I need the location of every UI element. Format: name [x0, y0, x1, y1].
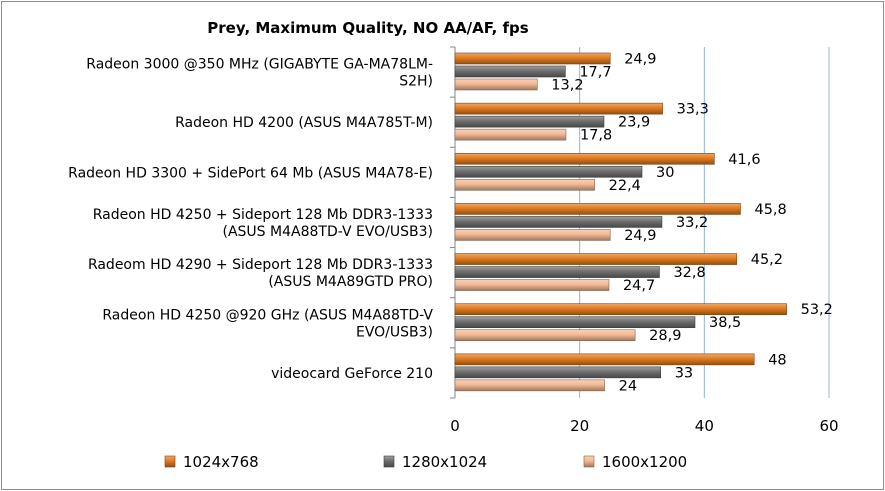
data-label: 28,9 [649, 328, 681, 344]
category-label: Radeon HD 4200 (ASUS M4A785T-M) [175, 115, 433, 131]
data-label: 53,2 [801, 302, 833, 318]
bar-1600x1200-4 [454, 229, 611, 241]
category-label: S2H) [399, 74, 433, 90]
legend-label: 1024x768 [183, 453, 259, 471]
data-label: 17,8 [580, 128, 612, 144]
bar-1600x1200-1 [454, 78, 538, 91]
legend: 1024x768 1280x1024 1600x1200 [164, 453, 687, 471]
data-label: 32,8 [673, 265, 705, 281]
bar-1280x1024-4 [454, 216, 663, 228]
data-label: 41,6 [728, 152, 760, 168]
category-label: Radeon HD 4250 + Sideport 128 Mb DDR3-13… [93, 207, 433, 223]
legend-label: 1280x1024 [402, 453, 487, 471]
x-tick-label: 40 [695, 417, 714, 435]
x-tick-label: 20 [570, 417, 589, 435]
data-label: 30 [656, 165, 674, 181]
bar-1280x1024-6 [454, 316, 696, 329]
legend-item-1280x1024: 1280x1024 [383, 453, 487, 471]
bar-1280x1024-7 [454, 366, 661, 379]
data-label: 22,4 [609, 178, 641, 194]
bar-1024x768-3 [454, 152, 715, 165]
data-label: 45,2 [751, 252, 783, 268]
category-label: Radeon 3000 @350 MHz (GIGABYTE GA-MA78LM… [86, 57, 433, 73]
bar-1024x768-5 [454, 253, 738, 265]
chart-title: Prey, Maximum Quality, NO AA/AF, fps [207, 19, 529, 37]
data-label: 33,3 [677, 102, 709, 118]
data-label: 24,9 [624, 228, 656, 244]
x-tick-label: 60 [819, 417, 838, 435]
bar-1600x1200-5 [454, 279, 610, 291]
bar-1280x1024-5 [454, 266, 660, 278]
legend-item-1600x1200: 1600x1200 [583, 453, 687, 471]
category-label: Radeon HD 4250 @920 GHz (ASUS M4A88TD-V [102, 307, 433, 323]
legend-swatch [164, 455, 176, 468]
category-label: (ASUS M4A89GTD PRO) [268, 274, 433, 290]
category-label: videocard GeForce 210 [271, 366, 433, 382]
data-label: 38,5 [709, 315, 741, 331]
data-label: 33 [675, 365, 693, 381]
data-label: 24,7 [623, 278, 655, 294]
category-label: (ASUS M4A88TD-V EVO/USB3) [223, 224, 434, 240]
data-label: 23,9 [618, 115, 650, 131]
bar-1024x768-7 [454, 353, 755, 366]
bar-1024x768-6 [454, 303, 787, 316]
data-label: 13,2 [551, 78, 583, 94]
category-label: Radeon HD 3300 + SidePort 64 Mb (ASUS M4… [68, 165, 433, 181]
category-label: EVO/USB3) [356, 324, 433, 340]
bar-1600x1200-6 [454, 329, 636, 342]
plot-area: 0 20 40 60 24,9 17,713,2 Radeon 3000 @350 MHz … [68, 46, 839, 435]
bar-1280x1024-1 [454, 65, 566, 78]
bar-1024x768-4 [454, 203, 741, 215]
bar-1600x1200-2 [454, 128, 567, 141]
bar-1024x768-2 [454, 102, 663, 115]
bar-1024x768-1 [454, 52, 611, 65]
data-label: 24 [619, 378, 637, 394]
x-tick-label: 0 [450, 417, 460, 435]
category-label: Radeom HD 4290 + Sideport 128 Mb DDR3-13… [88, 257, 433, 273]
data-label: 33,2 [676, 215, 708, 231]
data-label: 45,8 [754, 202, 786, 218]
bar-1280x1024-2 [454, 115, 605, 128]
data-label: 24,9 [624, 52, 656, 68]
bar-1280x1024-3 [454, 165, 643, 178]
data-label: 17,7 [579, 65, 611, 81]
bar-1600x1200-7 [454, 379, 605, 392]
legend-swatch [583, 455, 595, 468]
data-label: 48 [768, 352, 786, 368]
legend-label: 1600x1200 [602, 453, 687, 471]
bar-1600x1200-3 [454, 178, 595, 191]
legend-swatch [383, 455, 395, 468]
legend-item-1024x768: 1024x768 [164, 453, 259, 471]
